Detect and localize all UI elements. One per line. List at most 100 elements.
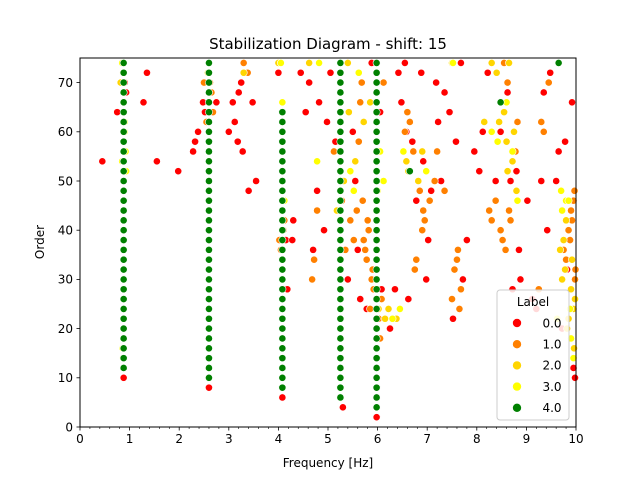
- data-point: [119, 127, 128, 136]
- data-point: [353, 245, 362, 254]
- data-point: [415, 186, 424, 195]
- data-point: [558, 275, 567, 284]
- data-point: [366, 98, 375, 107]
- data-point: [205, 275, 213, 284]
- data-point: [346, 167, 355, 176]
- data-point: [336, 177, 345, 185]
- data-point: [205, 127, 213, 136]
- data-point: [501, 245, 510, 254]
- data-point: [310, 255, 319, 264]
- data-point: [372, 196, 381, 205]
- data-point: [399, 147, 408, 156]
- data-point: [189, 147, 197, 156]
- data-point: [448, 295, 456, 303]
- data-point: [418, 147, 427, 156]
- data-point: [562, 216, 570, 225]
- data-point: [336, 206, 345, 215]
- data-point: [372, 413, 381, 422]
- data-point: [570, 344, 578, 353]
- data-point: [278, 157, 287, 166]
- data-point: [354, 137, 363, 146]
- data-point: [278, 364, 287, 372]
- data-point: [372, 177, 381, 185]
- data-point: [358, 196, 367, 205]
- data-point: [543, 226, 552, 235]
- data-point: [384, 305, 393, 313]
- data-point: [336, 226, 345, 235]
- data-point: [205, 245, 213, 254]
- data-point: [336, 236, 345, 244]
- data-point: [119, 186, 128, 195]
- data-point: [372, 364, 381, 372]
- data-point: [372, 186, 381, 195]
- data-point: [205, 206, 213, 215]
- data-point: [372, 108, 381, 117]
- data-point: [119, 98, 128, 107]
- data-point: [404, 295, 413, 303]
- data-point: [336, 127, 345, 136]
- data-point: [233, 137, 242, 146]
- data-point: [523, 196, 532, 205]
- data-point: [205, 354, 213, 363]
- data-point: [119, 265, 128, 274]
- data-point: [372, 68, 381, 77]
- data-point: [359, 236, 368, 244]
- data-point: [512, 186, 521, 195]
- data-point: [496, 98, 505, 107]
- data-point: [379, 177, 388, 185]
- data-point: [205, 285, 213, 294]
- data-point: [505, 59, 513, 67]
- data-point: [445, 108, 454, 117]
- data-point: [372, 137, 381, 146]
- data-point: [336, 295, 345, 303]
- data-point: [537, 177, 546, 185]
- data-point: [119, 236, 128, 244]
- data-point: [305, 59, 314, 67]
- data-point: [513, 196, 522, 205]
- data-point: [346, 216, 355, 225]
- data-point: [566, 236, 574, 244]
- data-point: [336, 68, 345, 77]
- data-point: [559, 236, 568, 244]
- legend-marker: [512, 339, 522, 350]
- data-point: [119, 334, 128, 343]
- data-point: [351, 157, 360, 166]
- data-point: [397, 98, 406, 107]
- data-point: [544, 78, 553, 87]
- data-point: [386, 324, 394, 333]
- data-point: [239, 59, 248, 67]
- data-point: [119, 177, 128, 185]
- data-point: [119, 118, 128, 126]
- data-point: [336, 373, 345, 382]
- data-point: [278, 324, 287, 333]
- data-point: [274, 68, 283, 77]
- data-point: [400, 59, 409, 67]
- data-point: [478, 127, 487, 136]
- data-point: [313, 206, 321, 215]
- data-point: [379, 78, 388, 87]
- data-point: [364, 226, 373, 235]
- data-point: [496, 127, 505, 136]
- data-point: [498, 236, 507, 244]
- data-point: [491, 196, 500, 205]
- data-point: [483, 68, 492, 77]
- data-point: [372, 344, 381, 353]
- data-point: [152, 157, 161, 166]
- data-point: [336, 354, 345, 363]
- legend-title: Label: [517, 295, 549, 309]
- data-point: [205, 364, 213, 372]
- data-point: [336, 314, 345, 323]
- data-point: [356, 98, 365, 107]
- x-tick-label: 6: [374, 432, 382, 446]
- data-point: [372, 393, 381, 402]
- data-point: [430, 177, 439, 185]
- data-point: [372, 285, 381, 294]
- x-tick-label: 3: [225, 432, 233, 446]
- y-tick-label: 30: [58, 273, 73, 287]
- data-point: [400, 127, 409, 136]
- data-point: [278, 265, 287, 274]
- data-point: [495, 118, 504, 126]
- data-point: [351, 177, 360, 185]
- data-point: [349, 236, 358, 244]
- data-point: [336, 196, 345, 205]
